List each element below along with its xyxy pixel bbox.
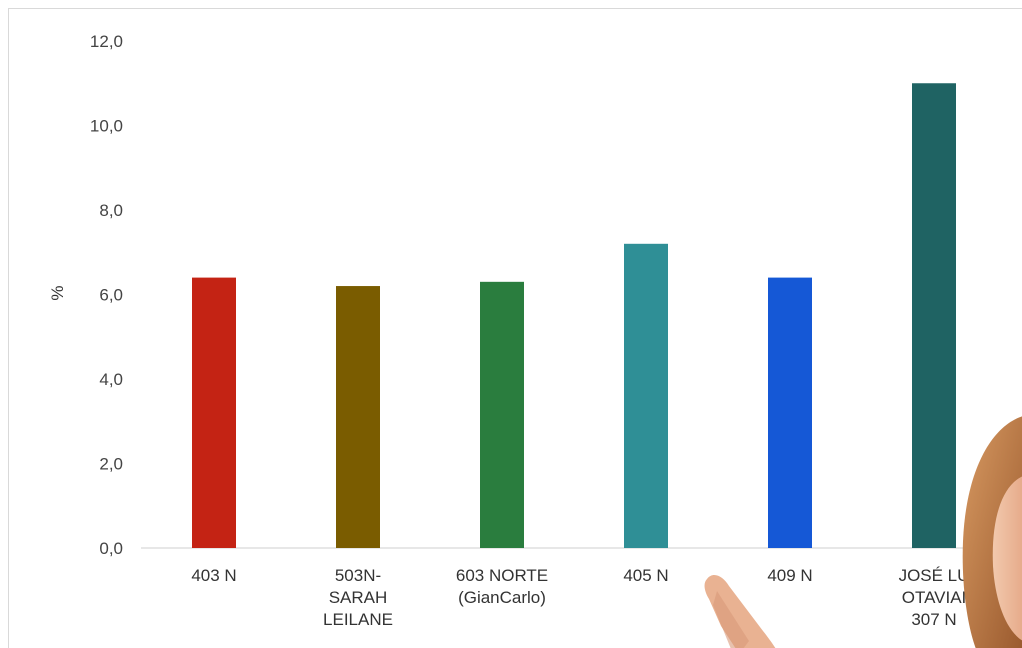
bar[interactable]	[912, 83, 956, 548]
bar[interactable]	[624, 243, 668, 549]
bar[interactable]	[480, 281, 524, 548]
person-face	[992, 476, 1022, 641]
x-axis-labels: 403 N 503N-SARAH LEILANE 603 NORTE (GianCarl…	[191, 566, 969, 629]
x-category-label: 405 N	[623, 566, 668, 585]
y-tick-label: 0,0	[99, 539, 123, 558]
chart-panel: 0,0 2,0 4,0 6,0 8,0 10,0 12,0 % 403 N 503N-SARA…	[8, 8, 1022, 648]
y-tick-label: 8,0	[99, 201, 123, 220]
bar-chart: 0,0 2,0 4,0 6,0 8,0 10,0 12,0 % 403 N 503N-SARA…	[48, 32, 1022, 648]
x-category-label: 409 N	[767, 566, 812, 585]
bar[interactable]	[336, 286, 380, 548]
bar[interactable]	[192, 277, 236, 548]
bars	[192, 83, 956, 549]
y-tick-label: 4,0	[99, 370, 123, 389]
x-category-label: JOSÉ LU OTAVIAI 307 N	[899, 566, 970, 629]
x-category-label: 603 NORTE (GianCarlo)	[456, 566, 548, 607]
hand-shadow	[713, 591, 749, 648]
y-tick-label: 10,0	[90, 117, 123, 136]
person-overlay	[704, 416, 1022, 648]
y-axis-title: %	[48, 285, 67, 300]
y-tick-label: 2,0	[99, 455, 123, 474]
x-category-label: 503N-SARAH LEILANE	[323, 566, 393, 629]
bar[interactable]	[768, 277, 812, 548]
y-tick-label: 12,0	[90, 32, 123, 51]
x-category-label: 403 N	[191, 566, 236, 585]
pointing-hand	[704, 575, 776, 648]
y-axis-ticks: 0,0 2,0 4,0 6,0 8,0 10,0 12,0	[90, 32, 123, 558]
y-tick-label: 6,0	[99, 286, 123, 305]
